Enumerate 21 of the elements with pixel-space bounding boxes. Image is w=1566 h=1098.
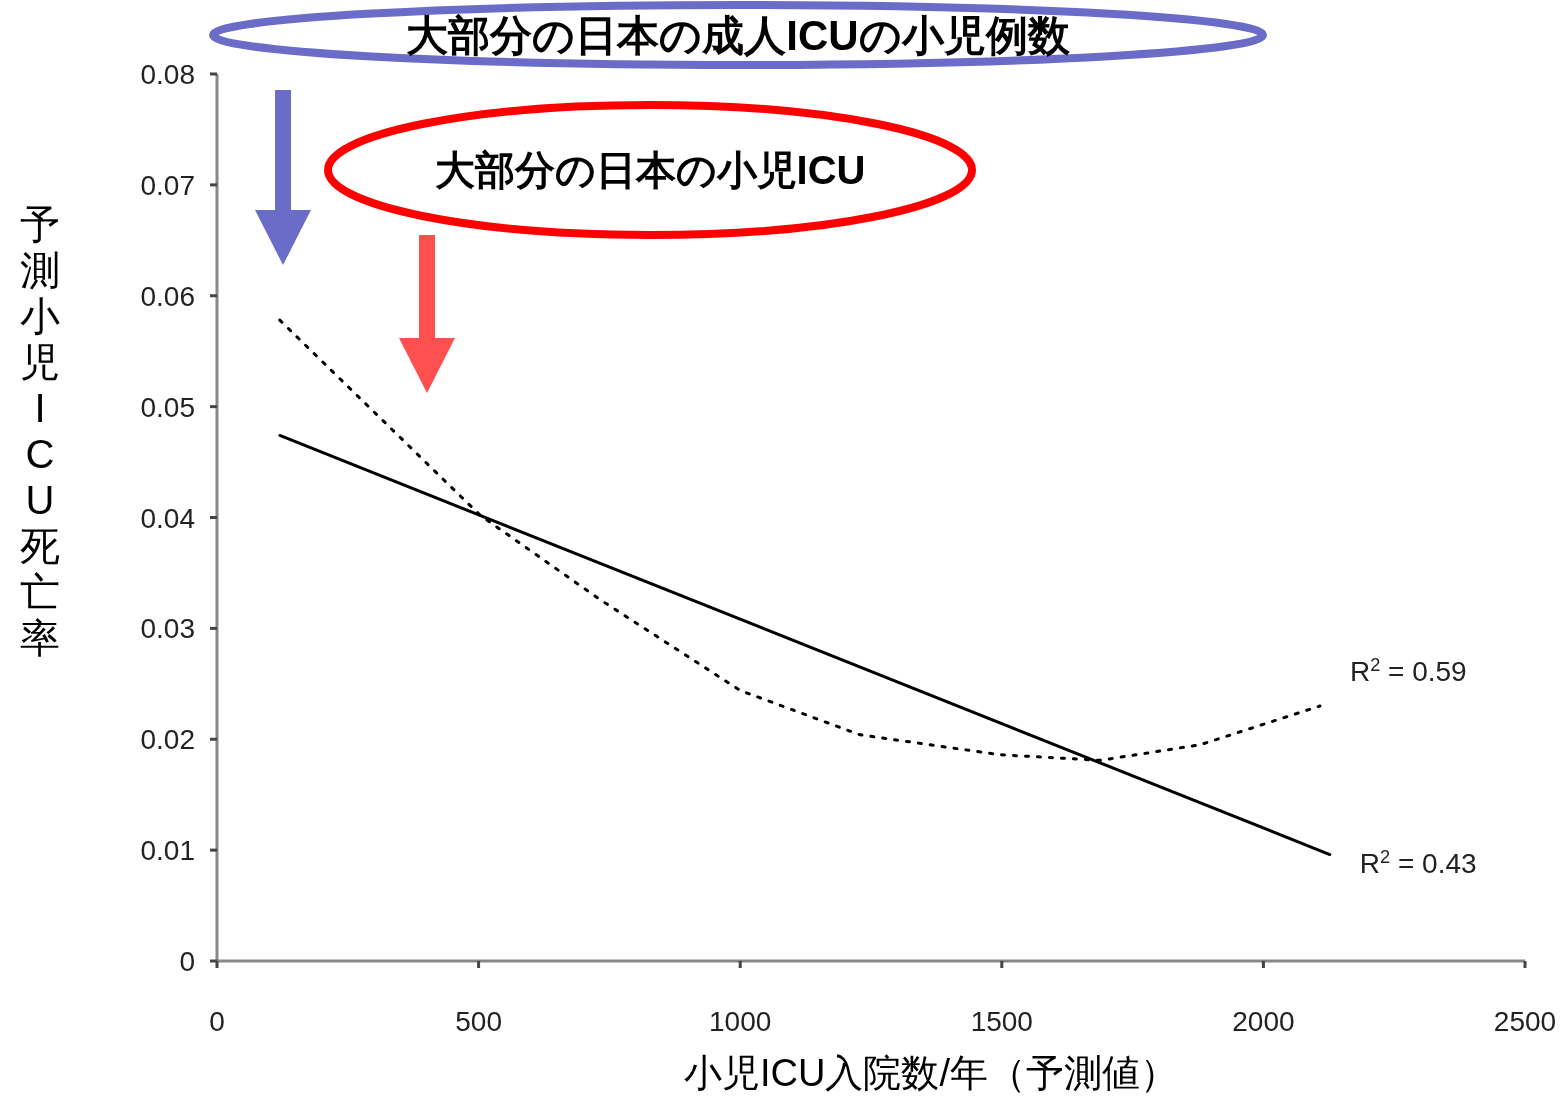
y-tick-label: 0.02 bbox=[140, 724, 195, 756]
y-tick-label: 0.05 bbox=[140, 391, 195, 423]
y-tick-label: 0.04 bbox=[140, 502, 195, 534]
y-tick-label: 0.06 bbox=[140, 280, 195, 312]
x-tick-label: 1000 bbox=[709, 1006, 772, 1037]
x-axis-title: 小児ICU入院数/年（予測値） bbox=[684, 1052, 1178, 1094]
y-tick-label: 0.08 bbox=[140, 59, 195, 90]
annotation: R$^{2}$ = 0.59 bbox=[1349, 654, 1467, 687]
x-tick-label: 0 bbox=[209, 1006, 225, 1037]
y-tick-label: 0.03 bbox=[140, 613, 195, 645]
x-tick-label: 1500 bbox=[970, 1006, 1033, 1037]
y-axis-title: 予測小児ICU死亡率 bbox=[20, 202, 60, 660]
y-tick-label: 0 bbox=[179, 946, 195, 977]
annotation: R$^{2}$ = 0.43 bbox=[1359, 846, 1477, 879]
y-tick-label: 0.01 bbox=[140, 835, 195, 867]
x-tick-label: 500 bbox=[455, 1006, 502, 1037]
annotation: 大部分の日本の小児ICU bbox=[434, 148, 866, 193]
text: 大部分の日本の成人ICUの小児例数 bbox=[406, 12, 1071, 60]
x-tick-label: 2000 bbox=[1232, 1006, 1295, 1037]
y-tick-label: 0.07 bbox=[140, 169, 195, 201]
x-tick-label: 2500 bbox=[1493, 1006, 1557, 1037]
